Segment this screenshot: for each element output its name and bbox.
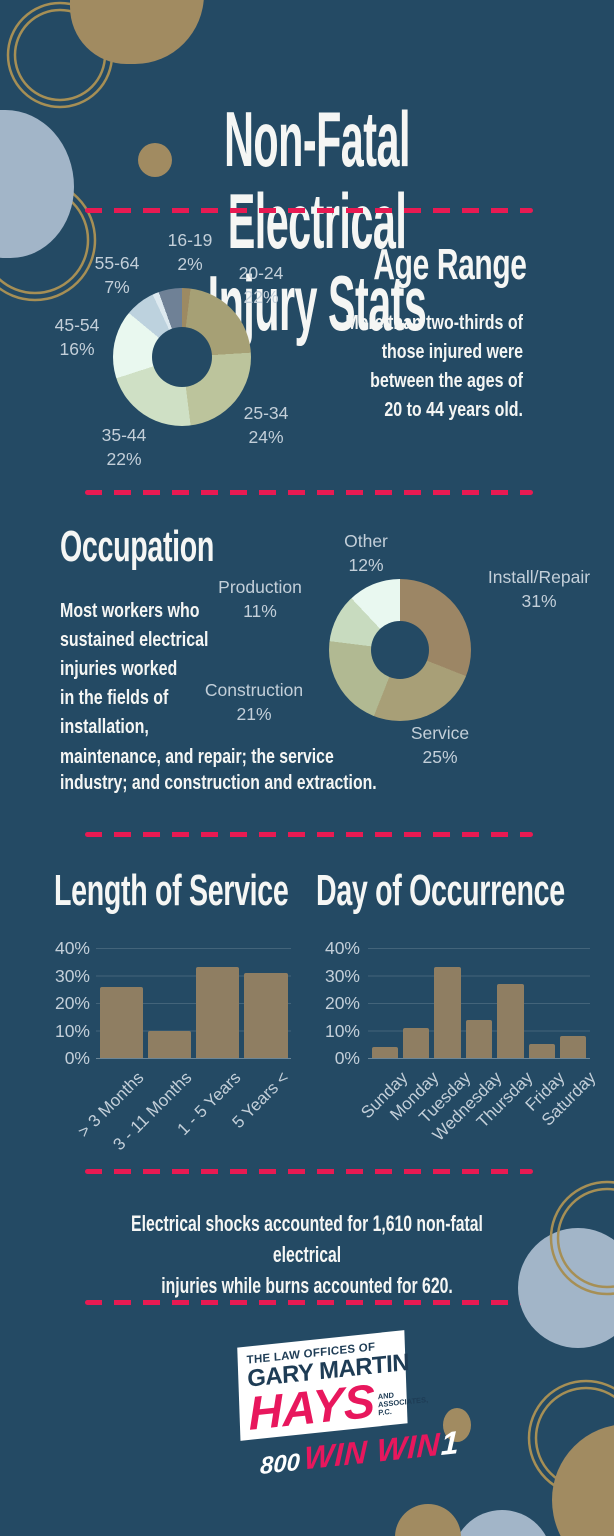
donut-hole xyxy=(152,327,212,387)
age-label-45-54: 45-54 16% xyxy=(54,315,100,359)
length-of-service-heading: Length of Service xyxy=(54,866,289,915)
occupation-label-other: Other 12% xyxy=(344,531,388,575)
logo-name-hays: HAYS xyxy=(247,1373,376,1440)
tan-circle-bottom-center xyxy=(395,1504,461,1536)
occupation-label-service: Service 25% xyxy=(410,723,470,767)
length-of-service-x-axis: > 3 Months 3 - 11 Months 1 - 5 Years 5 Year… xyxy=(74,1062,292,1162)
age-range-donut-chart xyxy=(113,288,251,426)
length-of-service-bar-chart xyxy=(96,948,291,1059)
occupation-label-production: Production 11% xyxy=(218,577,302,621)
y-tick-label: 10% xyxy=(54,1020,90,1041)
logo-badge: THE LAW OFFICES OF GARY MARTIN HAYS AND … xyxy=(237,1330,428,1441)
age-range-body-text: More than two-thirds of those injured we… xyxy=(345,311,523,421)
phone-prefix: 800 xyxy=(259,1448,301,1481)
tan-dot xyxy=(138,143,172,177)
tan-dot-small-bottom xyxy=(443,1408,471,1442)
bar-monday xyxy=(402,1027,430,1058)
y-tick-label: 40% xyxy=(54,938,90,958)
y-tick-label: 0% xyxy=(64,1048,90,1068)
bar-sunday xyxy=(371,1047,398,1058)
footer-stat-text: Electrical shocks accounted for 1,610 no… xyxy=(131,1211,483,1298)
bar-thursday xyxy=(497,983,524,1058)
light-blue-blob-left xyxy=(0,110,74,258)
divider-dashed-5 xyxy=(85,1300,533,1305)
light-blue-blob-bottom xyxy=(452,1510,552,1536)
length-of-service-y-axis: 40% 30% 20% 10% 0% xyxy=(40,938,90,1068)
occupation-label-construction: Construction 21% xyxy=(204,680,304,724)
page-title: Non-Fatal Electrical Injury Stats xyxy=(207,95,427,348)
age-label-20-24: 20-24 22% xyxy=(238,263,284,307)
bar-1-5-years xyxy=(196,967,240,1058)
divider-dashed-3 xyxy=(85,832,533,837)
tan-blob-top xyxy=(70,0,204,64)
bar-wednesday xyxy=(465,1019,493,1058)
y-tick-label: 20% xyxy=(324,993,360,1013)
occupation-body-wide: maintenance, and repair; the service ind… xyxy=(60,745,377,794)
donut-hole xyxy=(371,621,429,679)
day-of-occurrence-y-axis: 40% 30% 20% 10% 0% xyxy=(310,938,360,1068)
age-label-55-64: 55-64 7% xyxy=(94,253,140,297)
bar-saturday xyxy=(560,1036,587,1058)
day-of-occurrence-bar-chart xyxy=(368,948,590,1059)
occupation-donut-chart xyxy=(329,579,471,721)
age-range-heading: Age Range xyxy=(373,240,527,289)
divider-dashed-4 xyxy=(85,1169,533,1174)
age-label-16-19: 16-19 2% xyxy=(167,230,213,274)
bar-5-years- xyxy=(244,972,288,1058)
occupation-body-column: Most workers who sustained electrical in… xyxy=(60,599,209,738)
divider-dashed-2 xyxy=(85,490,533,495)
occupation-label-install-repair: Install/Repair 31% xyxy=(487,567,591,611)
age-label-25-34: 25-34 24% xyxy=(243,403,289,447)
y-tick-label: 30% xyxy=(324,965,360,986)
bar-3-11-months xyxy=(147,1030,191,1058)
day-of-occurrence-heading: Day of Occurrence xyxy=(316,866,565,915)
y-tick-label: 0% xyxy=(334,1048,360,1068)
phone-win-win: WIN WIN xyxy=(303,1425,441,1477)
divider-dashed-1 xyxy=(85,208,533,213)
phone-one: 1 xyxy=(440,1423,460,1463)
y-tick-label: 10% xyxy=(324,1020,360,1041)
occupation-heading: Occupation xyxy=(60,522,215,571)
bar--3-months xyxy=(99,986,143,1058)
tan-blob-bottom-right xyxy=(552,1424,614,1536)
bar-friday xyxy=(528,1044,556,1058)
logo-suffix: AND ASSOCIATES, P.C. xyxy=(377,1390,429,1418)
bar-tuesday xyxy=(434,967,461,1058)
y-tick-label: 30% xyxy=(54,965,90,986)
day-of-occurrence-x-axis: Sunday Monday Tuesday Wednesday Thursday Frid… xyxy=(357,1062,600,1162)
y-tick-label: 40% xyxy=(324,938,360,958)
y-tick-label: 20% xyxy=(54,993,90,1013)
age-label-35-44: 35-44 22% xyxy=(101,425,147,469)
law-firm-logo: THE LAW OFFICES OF GARY MARTIN HAYS AND … xyxy=(234,1326,461,1484)
light-blue-circle-bottom-right xyxy=(518,1228,614,1348)
